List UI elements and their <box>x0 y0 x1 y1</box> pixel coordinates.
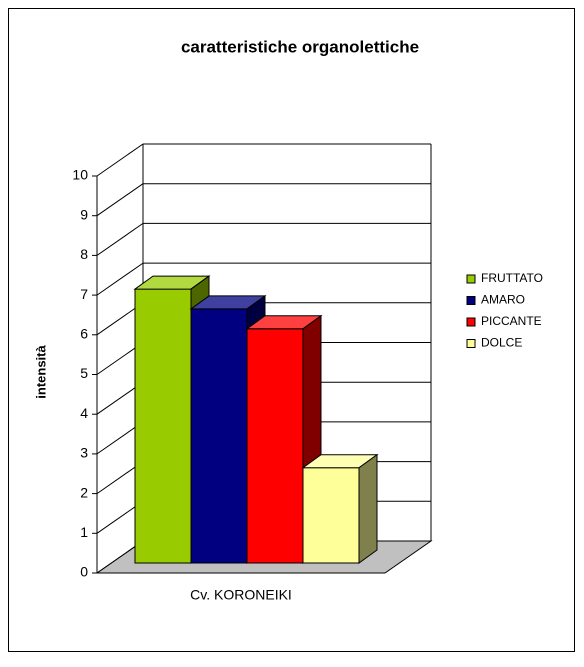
y-tick-label: 9 <box>80 206 88 222</box>
y-tick-label: 1 <box>80 524 88 540</box>
grid-line <box>96 183 144 217</box>
y-tick-label: 2 <box>80 484 88 500</box>
y-tick-label: 7 <box>80 286 88 302</box>
legend-swatch <box>466 339 476 348</box>
y-axis-label: intensità <box>33 345 48 399</box>
legend-label: PICCANTE <box>481 314 542 328</box>
legend-swatch <box>466 274 476 284</box>
chart-title: caratteristiche organolettiche <box>181 37 419 56</box>
y-tick-label: 4 <box>80 405 88 421</box>
bar-side <box>358 453 378 564</box>
legend-label: FRUTTATO <box>481 271 543 285</box>
grid-line <box>96 262 144 296</box>
y-tick-label: 3 <box>80 445 88 461</box>
legend-label: AMARO <box>481 293 525 307</box>
bar <box>190 308 248 564</box>
bar <box>302 467 360 564</box>
legend-label: DOLCE <box>481 336 522 350</box>
y-tick-label: 8 <box>80 246 88 262</box>
y-tick-label: 0 <box>80 564 88 580</box>
x-tick-label: Cv. KORONEIKI <box>190 587 292 603</box>
y-tick-label: 10 <box>72 167 88 183</box>
y-tick-label: 6 <box>80 326 88 342</box>
legend-swatch <box>466 296 476 305</box>
y-tick-label: 5 <box>80 365 88 381</box>
bar <box>134 288 192 564</box>
grid-line <box>96 222 144 256</box>
grid-line <box>96 143 144 177</box>
legend-swatch <box>466 317 476 327</box>
bar <box>246 328 304 564</box>
